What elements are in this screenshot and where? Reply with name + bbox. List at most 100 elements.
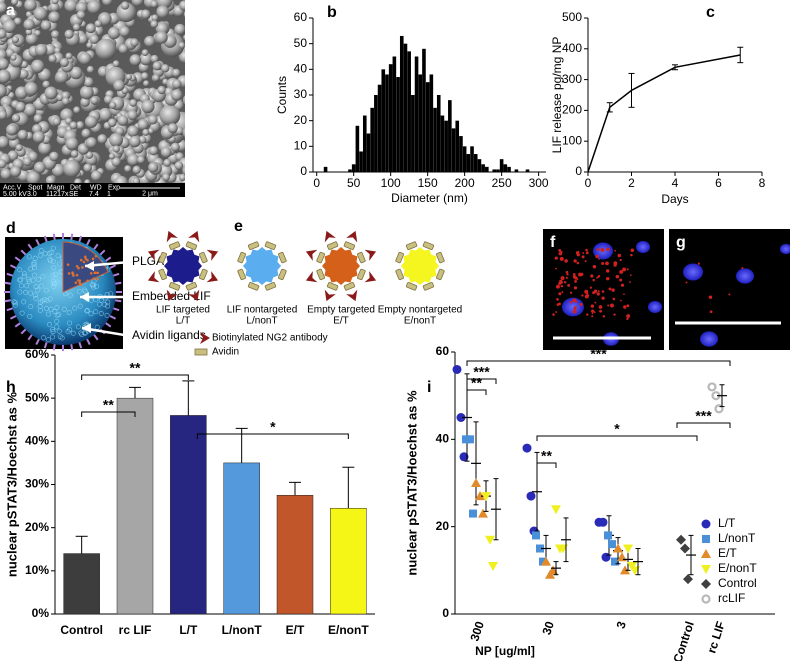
legend-label: Avidin — [212, 347, 239, 358]
sem-bead — [26, 170, 41, 185]
significance-label: ** — [103, 397, 114, 413]
marker-dot — [619, 278, 623, 282]
legend-label: Control — [718, 576, 757, 590]
x-tick-label: 0 — [585, 176, 592, 190]
bar — [348, 169, 352, 172]
matrix-cell — [38, 283, 44, 289]
matrix-cell — [26, 276, 32, 282]
avidin — [405, 282, 418, 291]
y-tick-label: 40 — [436, 432, 450, 446]
sem-bead — [109, 101, 117, 109]
sem-bead — [23, 18, 35, 31]
embedded-lif — [79, 258, 83, 262]
sem-bead — [172, 79, 182, 89]
bar — [503, 164, 508, 172]
matrix-cell — [98, 311, 104, 317]
sem-bead — [161, 64, 170, 73]
bar — [170, 415, 207, 615]
legend-label: rcLIF — [718, 591, 745, 605]
marker-dot — [585, 251, 589, 255]
y-tick-label: 10 — [294, 139, 308, 153]
sem-bead — [183, 34, 185, 41]
data-point — [526, 491, 536, 501]
sem-bead — [150, 54, 159, 63]
bar — [459, 136, 463, 172]
matrix-cell — [67, 292, 73, 298]
legend-label: L/T — [718, 516, 736, 530]
data-point — [680, 543, 690, 554]
avidin — [199, 251, 208, 264]
data-point — [522, 443, 532, 453]
ligand — [108, 314, 117, 320]
embedded-lif — [89, 271, 93, 275]
sem-bead — [0, 159, 7, 169]
sem-bead — [170, 89, 183, 101]
sem-bead — [11, 0, 19, 6]
data-point — [604, 531, 612, 540]
marker-dot — [591, 312, 594, 315]
legend-label: E/T — [718, 546, 737, 560]
matrix-cell — [50, 245, 56, 251]
sem-info-header: WD — [90, 184, 102, 191]
marker-dot — [610, 303, 614, 308]
sem-bead — [172, 68, 181, 78]
marker-dot — [563, 281, 567, 284]
sem-bead — [10, 165, 22, 178]
data-point — [551, 505, 561, 515]
bar — [485, 166, 489, 172]
sem-bead — [130, 38, 139, 47]
y-tick-label: 0 — [575, 164, 582, 178]
marker-dot — [630, 248, 635, 253]
bar — [330, 507, 367, 615]
sem-scale-label: 2 μm — [142, 190, 158, 197]
marker-dot — [586, 313, 589, 316]
sem-bead — [91, 170, 102, 182]
x-tick-label: L/T — [179, 623, 198, 637]
sem-bead — [129, 99, 138, 107]
avidin — [185, 241, 198, 250]
sem-bead — [150, 20, 159, 28]
sem-bead — [15, 144, 23, 152]
panel-letter: e — [234, 218, 243, 235]
legend-antibody — [200, 332, 210, 344]
sem-bead — [87, 0, 101, 14]
x-tick-label: 50 — [347, 176, 361, 190]
matrix-cell — [48, 306, 54, 312]
antibody — [206, 249, 219, 261]
significance-label: ** — [130, 360, 141, 376]
avidin — [158, 251, 167, 264]
matrix-cell — [39, 298, 45, 304]
matrix-cell — [84, 308, 90, 314]
sem-bead — [83, 77, 94, 88]
marker-dot — [559, 256, 564, 261]
matrix-cell — [47, 321, 53, 327]
sem-bead — [77, 33, 88, 45]
bar — [470, 146, 474, 172]
ligand — [114, 281, 122, 285]
significance-label: *** — [590, 346, 607, 362]
x-axis-label: Days — [661, 192, 688, 206]
legend-marker — [701, 579, 711, 589]
marker-dot — [597, 274, 601, 278]
ligand — [35, 238, 41, 247]
sem-bead — [178, 42, 185, 49]
bar — [433, 107, 437, 172]
sem-bead — [156, 5, 170, 19]
y-tick-label: 50% — [25, 390, 49, 404]
particle-code: E/nonT — [404, 316, 436, 327]
marker-dot — [619, 258, 622, 262]
ligand — [35, 337, 41, 346]
marker-dot — [614, 249, 617, 252]
embedded-lif — [96, 271, 100, 275]
marker-dot — [593, 311, 596, 314]
sem-bead — [0, 136, 10, 149]
sem-bead — [85, 151, 94, 159]
bar — [223, 462, 260, 615]
ligand — [4, 299, 12, 303]
sem-bead — [141, 49, 149, 57]
sem-bead — [95, 38, 117, 60]
embedded-lif — [78, 281, 82, 285]
ligand — [43, 235, 48, 243]
antibody — [305, 271, 318, 283]
